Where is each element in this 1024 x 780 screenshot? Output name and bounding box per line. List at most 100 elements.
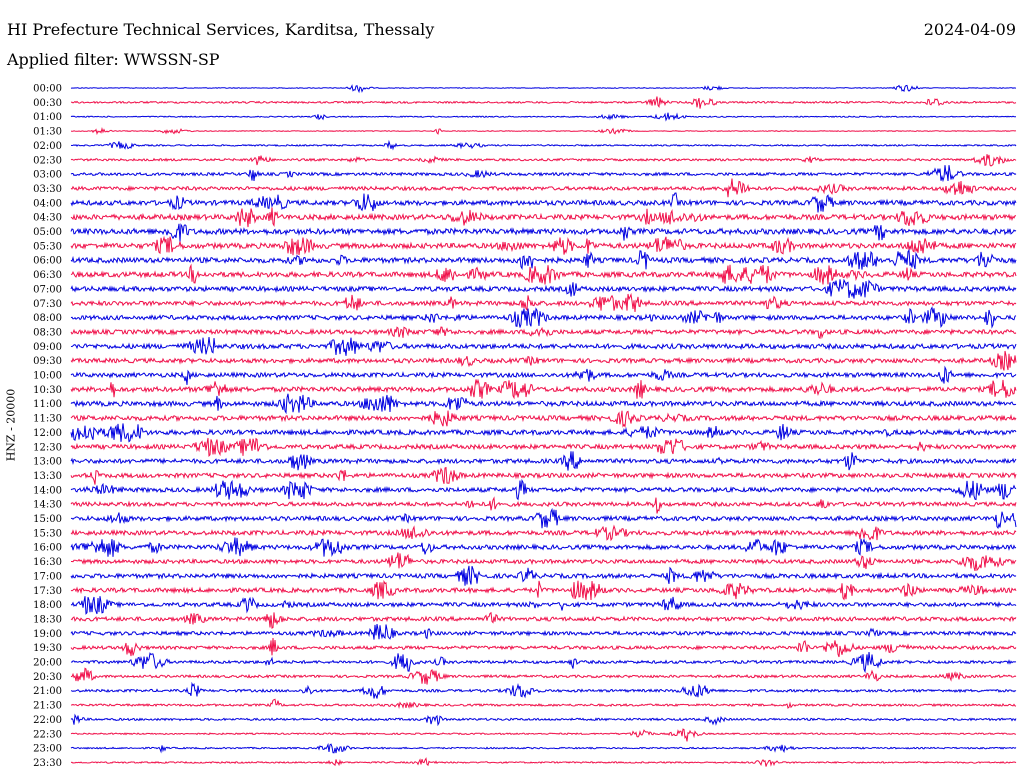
seismic-trace [70, 223, 1017, 242]
seismic-trace [70, 667, 1017, 685]
time-tick-label: 21:00 [33, 686, 62, 697]
time-tick-label: 17:00 [33, 571, 62, 582]
seismic-trace [70, 192, 1017, 213]
time-tick-label: 10:30 [33, 385, 62, 396]
seismic-trace [71, 552, 1017, 572]
seismic-trace [70, 178, 1017, 198]
seismic-trace [70, 165, 1017, 183]
seismic-trace [70, 423, 1017, 443]
time-tick-label: 09:30 [33, 356, 62, 367]
time-tick-label: 19:30 [33, 643, 62, 654]
time-tick-label: 15:00 [33, 514, 62, 525]
time-tick-label: 01:30 [33, 127, 62, 138]
seismic-trace [70, 507, 1017, 529]
time-tick-label: 09:00 [33, 342, 62, 353]
time-tick-label: 03:00 [33, 170, 62, 181]
seismic-trace [70, 112, 1016, 122]
seismic-trace [70, 154, 1017, 167]
time-tick-label: 12:30 [33, 442, 62, 453]
time-tick-label: 18:30 [33, 614, 62, 625]
seismic-trace [70, 336, 1017, 356]
seismic-trace [70, 451, 1017, 471]
seismic-trace [71, 698, 1017, 709]
station-title: HI Prefecture Technical Services, Kardit… [7, 20, 435, 39]
seismic-trace [70, 248, 1017, 271]
seismic-trace [70, 263, 1017, 285]
time-tick-label: 01:00 [33, 112, 62, 123]
record-date: 2024-04-09 [923, 20, 1016, 39]
time-tick-label: 07:00 [33, 284, 62, 295]
time-tick-label: 23:30 [33, 758, 62, 769]
time-tick-label: 22:00 [33, 715, 62, 726]
time-tick-label: 05:00 [33, 227, 62, 238]
time-tick-label: 11:00 [33, 399, 62, 410]
filter-label: Applied filter: WWSSN-SP [7, 50, 220, 69]
time-tick-label: 12:00 [33, 428, 62, 439]
time-tick-label: 20:00 [33, 658, 62, 669]
seismic-trace [70, 596, 1017, 615]
seismic-trace [70, 235, 1017, 256]
time-tick-label: 05:30 [33, 241, 62, 252]
time-tick-label: 08:30 [33, 327, 62, 338]
time-tick-label: 04:00 [33, 198, 62, 209]
time-tick-label: 17:30 [33, 586, 62, 597]
time-tick-label: 20:30 [33, 672, 62, 683]
time-tick-label: 03:30 [33, 184, 62, 195]
time-tick-label: 14:00 [33, 485, 62, 496]
time-tick-label: 00:00 [33, 84, 62, 95]
seismic-trace [70, 579, 1017, 601]
seismic-trace [70, 524, 1017, 542]
seismic-trace [70, 478, 1017, 501]
seismic-trace [70, 496, 1017, 514]
seismic-trace [70, 278, 1017, 299]
seismic-trace [70, 378, 1017, 400]
time-tick-label: 22:30 [33, 729, 62, 740]
seismic-trace [70, 637, 1017, 658]
time-tick-label: 21:30 [33, 701, 62, 712]
seismic-trace [70, 652, 1017, 674]
seismic-trace [70, 139, 1017, 151]
time-tick-label: 13:00 [33, 457, 62, 468]
seismic-trace [70, 611, 1017, 629]
time-tick-label: 16:30 [33, 557, 62, 568]
seismic-trace [70, 84, 1017, 94]
seismic-trace [70, 410, 1017, 428]
time-tick-label: 23:00 [33, 744, 62, 755]
seismic-trace [70, 126, 1017, 136]
seismic-trace [70, 292, 1017, 313]
seismic-trace [70, 437, 1017, 457]
time-tick-label: 08:00 [33, 313, 62, 324]
time-tick-label: 06:30 [33, 270, 62, 281]
time-tick-label: 19:00 [33, 629, 62, 640]
seismic-trace [70, 728, 1017, 742]
seismic-trace [70, 757, 1017, 767]
time-tick-label: 16:00 [33, 543, 62, 554]
seismic-trace [70, 742, 1017, 754]
seismic-trace [70, 306, 1017, 329]
seismic-trace [70, 393, 1017, 415]
seismic-trace [70, 624, 1017, 640]
seismic-trace [70, 350, 1017, 371]
seismic-trace [70, 365, 1017, 385]
time-tick-label: 02:30 [33, 155, 62, 166]
seismic-trace [70, 466, 1017, 485]
time-tick-label: 14:30 [33, 500, 62, 511]
time-tick-label: 04:30 [33, 213, 62, 224]
seismic-trace [70, 96, 1017, 109]
seismic-trace [70, 326, 1017, 340]
time-tick-label: 06:00 [33, 256, 62, 267]
time-tick-label: 13:30 [33, 471, 62, 482]
time-tick-label: 11:30 [33, 414, 62, 425]
time-tick-label: 15:30 [33, 528, 62, 539]
time-tick-label: 10:00 [33, 371, 62, 382]
time-tick-label: 18:00 [33, 600, 62, 611]
seismic-trace [70, 565, 1017, 586]
seismic-trace [70, 713, 1017, 727]
seismic-trace [70, 537, 1017, 558]
time-tick-label: 00:30 [33, 98, 62, 109]
seismic-trace [70, 207, 1016, 228]
time-tick-label: 02:00 [33, 141, 62, 152]
seismic-trace [70, 681, 1017, 699]
time-tick-label: 07:30 [33, 299, 62, 310]
